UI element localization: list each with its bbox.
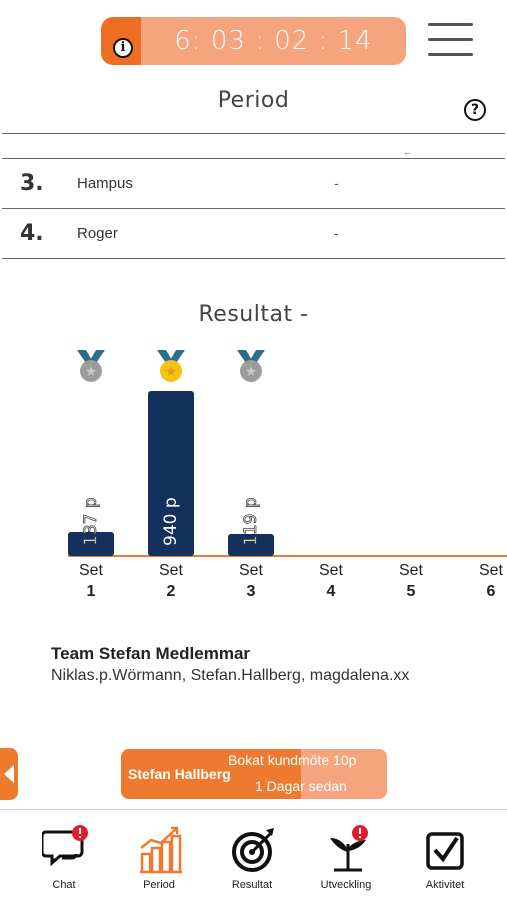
svg-text:★: ★ xyxy=(85,363,98,379)
tick-number: 1 xyxy=(87,583,96,600)
nav-label: Resultat xyxy=(231,879,273,891)
gold-medal-icon: ★ xyxy=(157,350,185,382)
nav-label: Period xyxy=(143,879,175,891)
nav-period[interactable]: Period xyxy=(119,824,199,894)
bar-1 xyxy=(68,531,114,556)
bar-2 xyxy=(148,391,194,556)
rank-name: Hampus xyxy=(77,175,133,192)
rank-number: 4. xyxy=(20,221,44,246)
tick-label: Set xyxy=(319,562,344,579)
nav-label: Chat xyxy=(52,879,76,891)
timer-value: 6: 03 : 02 : 14 xyxy=(174,26,373,56)
divider xyxy=(2,133,505,134)
tick-label: Set xyxy=(239,562,264,579)
help-icon[interactable]: ? xyxy=(464,99,486,121)
sprout-icon xyxy=(330,825,368,872)
ranking-row[interactable]: 3. Hampus - xyxy=(0,160,507,208)
checkbox-icon xyxy=(426,832,464,870)
rank-value: - xyxy=(334,175,339,191)
nav-resultat[interactable]: Resultat xyxy=(212,824,292,894)
tick-number: 5 xyxy=(407,583,416,600)
nav-aktivitet[interactable]: Aktivitet xyxy=(405,824,485,894)
divider xyxy=(2,258,505,259)
ranking-row[interactable]: 4. Roger - xyxy=(0,210,507,258)
period-title: Period xyxy=(217,88,290,113)
nav-label: Aktivitet xyxy=(425,879,465,891)
hamburger-icon[interactable] xyxy=(428,21,473,59)
tick-label: Set xyxy=(159,562,184,579)
svg-text:★: ★ xyxy=(245,363,258,379)
collapse-side-tab[interactable] xyxy=(0,748,18,800)
result-title: Resultat - xyxy=(198,302,309,327)
tick-label: Set xyxy=(399,562,424,579)
activity-time: 1 Dagar sedan xyxy=(255,778,347,794)
rank-name: Roger xyxy=(77,225,118,242)
chat-icon xyxy=(42,825,88,867)
rank-value: - xyxy=(334,225,339,241)
bar-value-label: 119 p xyxy=(241,497,261,546)
nav-label: Utveckling xyxy=(320,879,372,891)
chevron-left-icon xyxy=(4,765,14,783)
nav-chat[interactable]: Chat xyxy=(24,824,104,894)
tick-number: 6 xyxy=(487,583,496,600)
arrow-left-icon[interactable]: ← xyxy=(403,147,412,157)
target-icon xyxy=(232,828,274,872)
tick-label: Set xyxy=(479,562,504,579)
tick-number: 2 xyxy=(167,583,176,600)
team-title: Team Stefan Medlemmar xyxy=(51,644,251,663)
bar-value-label: 137 p xyxy=(81,497,101,546)
divider xyxy=(2,158,505,159)
nav-divider xyxy=(0,809,507,810)
silver-medal-icon: ★ xyxy=(237,350,265,382)
countdown-timer: i 6: 03 : 02 : 14 xyxy=(101,17,406,65)
divider xyxy=(2,208,505,209)
team-members: Niklas.p.Wörmann, Stefan.Hallberg, magda… xyxy=(51,667,410,684)
info-icon[interactable]: i xyxy=(113,38,133,58)
tick-label: Set xyxy=(79,562,104,579)
rank-number: 3. xyxy=(20,171,44,196)
activity-user: Stefan Hallberg xyxy=(128,766,231,782)
silver-medal-icon: ★ xyxy=(77,350,105,382)
bar-chart-icon xyxy=(140,826,182,874)
result-bar-chart: 137 p ★ Set 1 940 p ★ Set 2 119 p ★ Set 3 Set 4 Set 5 Se… xyxy=(68,350,507,600)
activity-action: Bokat kundmöte 10p xyxy=(228,752,357,768)
nav-utveckling[interactable]: Utveckling xyxy=(306,824,386,894)
activity-banner[interactable]: Stefan Hallberg Bokat kundmöte 10p 1 Dag… xyxy=(121,749,387,799)
tick-number: 4 xyxy=(327,583,336,600)
bar-3 xyxy=(228,534,274,556)
info-tab[interactable]: i xyxy=(101,17,141,65)
tick-number: 3 xyxy=(247,583,256,600)
svg-text:★: ★ xyxy=(165,363,178,379)
bar-value-label: 940 p xyxy=(161,497,181,546)
